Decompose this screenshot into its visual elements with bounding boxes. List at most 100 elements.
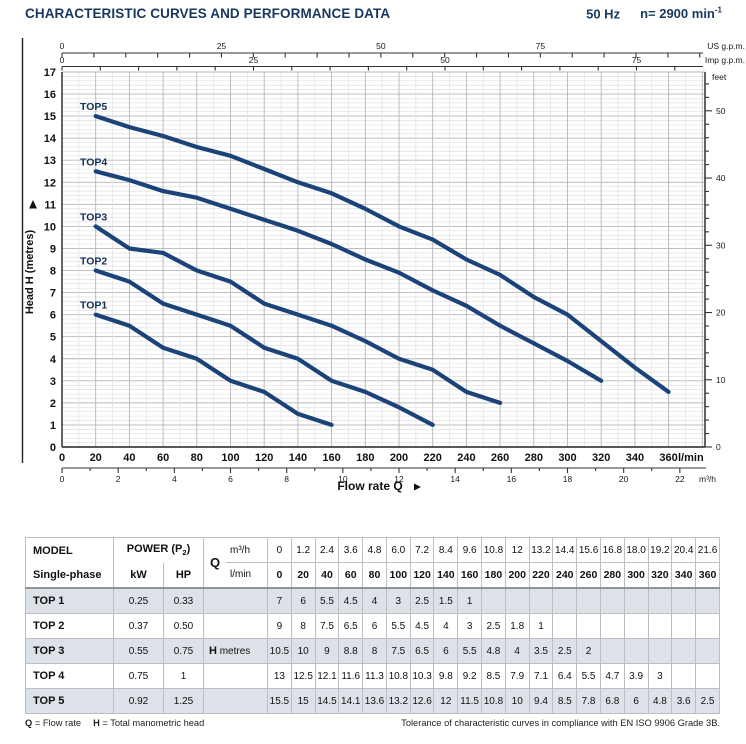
head-value-cell: 12.1: [314, 663, 340, 689]
usgpm-tick-label: 75: [536, 41, 546, 51]
head-value-cell: [481, 587, 506, 614]
feet-tick-label: 20: [716, 308, 726, 318]
flow-lmin-cell: 140: [433, 562, 459, 589]
flow-m3h-cell: 8.4: [433, 537, 459, 563]
flow-lmin-cell: 0: [267, 562, 292, 589]
head-value-cell: 3: [647, 663, 673, 689]
head-value-cell: 1.8: [504, 613, 530, 639]
lmin-tick-label: 80: [191, 452, 203, 464]
table-row-top-2: TOP 2 0.37 0.50 9 8 7.5 6.5 6 5.5 4.5 4 3 2.5 1.8 1: [25, 613, 720, 639]
head-value-cell: [623, 613, 649, 639]
head-value-cell: 7.8: [576, 688, 601, 714]
hp-cell: 1: [163, 663, 204, 689]
metre-tick-label: 9: [50, 243, 56, 255]
head-value-cell: 5.5: [385, 613, 411, 639]
head-value-cell: [647, 613, 673, 639]
head-value-cell: 7.9: [504, 663, 530, 689]
metre-tick-label: 5: [50, 332, 56, 344]
lmin-tick-label: 20: [90, 452, 102, 464]
flow-m3h-cell: 21.6: [695, 537, 720, 563]
head-value-cell: 4.7: [599, 663, 625, 689]
lmin-tick-label: 220: [424, 452, 442, 464]
head-value-cell: 2.5: [409, 587, 435, 614]
kw-cell: 0.25: [113, 587, 164, 614]
head-value-cell: 2.5: [552, 638, 578, 664]
lmin-tick-label: 120: [255, 452, 273, 464]
curve-label-top2: TOP2: [80, 256, 107, 268]
lmin-tick-label: 40: [123, 452, 135, 464]
flow-lmin-cell: 340: [671, 562, 697, 589]
flow-lmin-cell: 260: [576, 562, 601, 589]
lmin-tick-label: 140: [289, 452, 307, 464]
head-value-cell: 3.9: [623, 663, 649, 689]
head-unit-cell: H metres: [203, 638, 268, 664]
hp-cell: 0.75: [163, 638, 204, 664]
feet-tick-label: 10: [716, 375, 726, 385]
head-value-cell: 11.3: [362, 663, 387, 689]
flow-m3h-cell: 0: [267, 537, 292, 563]
head-value-cell: 3: [457, 613, 483, 639]
head-value-cell: 10.8: [385, 663, 411, 689]
characteristic-curves-chart: 0 25 50 75 US g.p.m.0 25 50 75 Imp g.p.m.0102030…: [21, 38, 745, 493]
head-value-cell: 10.8: [481, 688, 506, 714]
head-value-cell: 10.5: [267, 638, 292, 664]
flow-lmin-cell: 240: [552, 562, 578, 589]
m3h-tick-label: 4: [172, 474, 177, 484]
head-value-cell: 10: [290, 638, 316, 664]
head-value-cell: 9.4: [528, 688, 554, 714]
head-value-cell: [576, 613, 601, 639]
head-value-cell: [599, 638, 625, 664]
curve-label-top5: TOP5: [80, 101, 107, 113]
metre-tick-label: 15: [44, 111, 56, 123]
usgpm-tick-label: 50: [376, 41, 386, 51]
usgpm-tick-label: 25: [217, 41, 227, 51]
metre-tick-label: 13: [44, 155, 56, 167]
head-value-cell: 6: [623, 688, 649, 714]
flow-lmin-cell: 160: [457, 562, 483, 589]
usgpm-tick-label: 0: [60, 41, 65, 51]
head-value-cell: 11.6: [338, 663, 364, 689]
head-value-cell: [695, 638, 720, 664]
head-value-cell: 6.5: [409, 638, 435, 664]
model-header-cell: MODEL Single-phase: [25, 537, 114, 589]
metre-tick-label: 1: [50, 420, 56, 432]
m3h-tick-label: 20: [619, 474, 629, 484]
metre-tick-label: 0: [50, 442, 56, 454]
curve-label-top3: TOP3: [80, 211, 107, 223]
hp-cell: 0.33: [163, 587, 204, 614]
model-cell: TOP 4: [25, 663, 114, 689]
head-value-cell: 6: [290, 587, 316, 614]
head-value-cell: [647, 587, 673, 614]
flow-m3h-cell: 14.4: [552, 537, 578, 563]
impgpm-tick-label: 50: [440, 55, 450, 65]
head-value-cell: 6: [362, 613, 387, 639]
flow-lmin-cell: 80: [362, 562, 387, 589]
flow-m3h-cell: 12: [504, 537, 530, 563]
flow-lmin-cell: 220: [528, 562, 554, 589]
lmin-tick-label: 340: [626, 452, 644, 464]
m3h-axis-label: m³/h: [699, 474, 716, 484]
metre-tick-label: 12: [44, 177, 56, 189]
metre-tick-label: 4: [50, 354, 57, 366]
flow-lmin-cell: 60: [338, 562, 364, 589]
head-value-cell: 8: [362, 638, 387, 664]
head-value-cell: 12.5: [290, 663, 316, 689]
head-value-cell: [528, 587, 554, 614]
flow-rate-arrow-icon: [414, 483, 421, 491]
flow-lmin-cell: 200: [504, 562, 530, 589]
head-value-cell: 9: [267, 613, 292, 639]
power-header-cell: POWER (P2): [113, 537, 204, 563]
head-value-cell: 8: [290, 613, 316, 639]
head-value-cell: [671, 613, 697, 639]
m3h-tick-label: 10: [338, 474, 348, 484]
model-cell: TOP 5: [25, 688, 114, 714]
head-value-cell: [623, 587, 649, 614]
head-value-cell: 7: [267, 587, 292, 614]
m3h-tick-label: 16: [507, 474, 517, 484]
flow-lmin-cell: 20: [290, 562, 316, 589]
head-value-cell: 7.1: [528, 663, 554, 689]
flow-m3h-cell: 18.0: [623, 537, 649, 563]
